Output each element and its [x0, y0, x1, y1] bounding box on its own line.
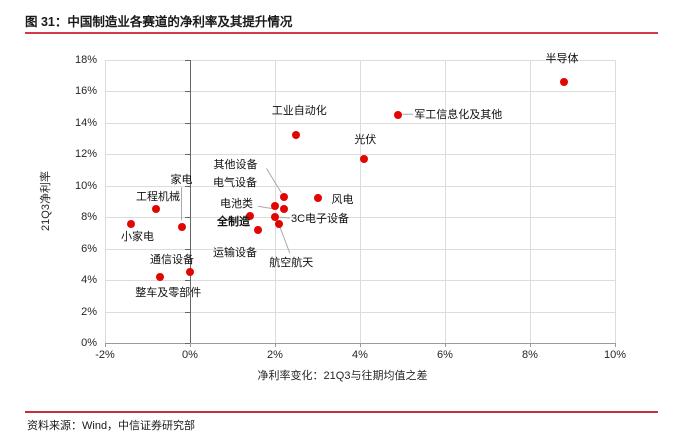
y-tick-label: 2%	[81, 305, 97, 318]
point-label: 航空航天	[269, 256, 314, 269]
point-label: 全制造	[217, 215, 250, 228]
data-point	[279, 192, 288, 201]
data-point	[292, 131, 301, 140]
y-tick-label: 12%	[74, 148, 97, 161]
y-tick-label: 6%	[81, 242, 97, 255]
x-tick-label: 4%	[352, 349, 368, 361]
data-point	[560, 78, 568, 86]
point-label: 通信设备	[150, 254, 194, 267]
x-axis-title: 净利率变化：21Q3与往期均值之差	[257, 370, 428, 382]
data-point	[275, 219, 284, 228]
point-label: 运输设备	[213, 246, 257, 259]
x-tick-label: 8%	[522, 349, 538, 361]
source-divider-rule	[25, 411, 658, 413]
data-point	[126, 219, 135, 228]
point-label: 3C电子设备	[291, 213, 350, 226]
y-tick-mark	[185, 154, 190, 156]
x-tick-label: -2%	[95, 349, 115, 361]
v-gridline	[105, 60, 106, 343]
point-label: 光伏	[354, 134, 377, 147]
y-tick-mark	[185, 280, 190, 282]
data-point	[394, 111, 403, 120]
y-tick-mark	[185, 217, 190, 219]
point-label: 风电	[331, 194, 354, 207]
y-axis-title: 21Q3净利率	[40, 171, 52, 231]
y-tick-mark	[185, 91, 190, 93]
point-label: 半导体	[545, 53, 579, 65]
data-point	[271, 202, 279, 211]
y-tick-mark	[185, 185, 190, 187]
x-tick-mark	[360, 343, 361, 347]
data-point	[271, 213, 279, 222]
point-label: 电气设备	[213, 177, 257, 190]
y-tick-label: 14%	[74, 116, 97, 129]
point-label: 其他设备	[213, 158, 258, 171]
data-point	[156, 272, 165, 281]
v-gridline	[445, 60, 446, 343]
y-tick-label: 4%	[81, 274, 97, 287]
x-tick-label: 10%	[603, 349, 627, 361]
y-tick-label: 0%	[81, 337, 97, 349]
figure-title: 图 31：中国制造业各赛道的净利率及其提升情况	[25, 15, 293, 29]
y-tick-label: 10%	[74, 179, 97, 192]
x-tick-mark	[445, 343, 446, 347]
y-tick-label: 16%	[74, 85, 97, 98]
y-tick-mark	[185, 122, 190, 124]
data-point	[279, 205, 288, 214]
point-label: 小家电	[121, 230, 154, 243]
point-label: 家电	[170, 173, 193, 186]
x-tick-label: 2%	[267, 349, 283, 361]
point-label: 工程机械	[136, 191, 180, 204]
x-tick-mark	[530, 343, 531, 347]
y-tick-mark	[185, 60, 190, 61]
x-tick-mark	[190, 343, 191, 347]
v-gridline	[275, 60, 276, 343]
x-tick-label: 6%	[437, 349, 453, 361]
point-label: 工业自动化	[271, 105, 327, 118]
y-tick-mark	[185, 248, 190, 250]
data-point	[254, 225, 262, 234]
y-axis-line	[190, 60, 191, 343]
title-underline-rule	[25, 32, 658, 34]
y-tick-label: 8%	[81, 211, 97, 224]
v-gridline	[615, 60, 616, 343]
y-tick-mark	[185, 343, 190, 344]
data-point	[177, 222, 186, 231]
x-tick-mark	[105, 343, 106, 347]
x-tick-mark	[275, 343, 276, 347]
y-tick-mark	[185, 311, 190, 313]
v-gridline	[360, 60, 361, 343]
source-text: 资料来源：Wind，中信证券研究部	[27, 420, 196, 432]
x-tick-mark	[615, 343, 616, 347]
data-point	[152, 205, 160, 214]
x-tick-label: 0%	[182, 349, 198, 361]
data-point	[313, 194, 322, 203]
point-label: 军工信息化及其他	[414, 109, 503, 122]
point-label: 整车及零部件	[135, 286, 202, 299]
data-point	[186, 268, 194, 277]
data-point	[360, 155, 369, 164]
leader-line	[266, 168, 282, 194]
point-label: 电池类	[220, 198, 253, 211]
v-gridline	[530, 60, 531, 343]
data-point	[245, 211, 254, 220]
y-tick-label: 18%	[74, 54, 97, 66]
